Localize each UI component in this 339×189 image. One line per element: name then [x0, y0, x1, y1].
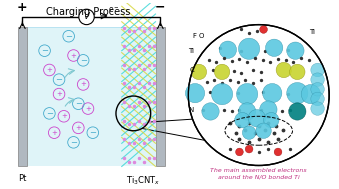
Circle shape	[219, 41, 237, 58]
Text: Charging Process: Charging Process	[46, 7, 130, 17]
Text: O: O	[198, 33, 204, 39]
Text: The main assembled electrons
around the N/O bonded Ti: The main assembled electrons around the …	[211, 168, 307, 179]
Text: +: +	[17, 1, 28, 14]
Circle shape	[311, 102, 324, 115]
Circle shape	[263, 84, 282, 103]
Text: −: −	[70, 138, 77, 147]
Circle shape	[256, 123, 271, 139]
Circle shape	[242, 126, 256, 139]
Text: +: +	[51, 130, 57, 136]
Text: Ti: Ti	[309, 29, 315, 35]
Circle shape	[288, 103, 306, 120]
Text: Pt: Pt	[18, 174, 26, 183]
Circle shape	[214, 64, 230, 80]
Circle shape	[290, 64, 305, 80]
Text: +: +	[46, 67, 52, 73]
Text: F: F	[192, 33, 196, 39]
FancyBboxPatch shape	[27, 27, 156, 167]
Circle shape	[301, 84, 320, 104]
Text: +: +	[85, 106, 91, 112]
Circle shape	[287, 83, 308, 104]
Circle shape	[263, 112, 279, 128]
Circle shape	[188, 25, 329, 166]
Text: +: +	[61, 113, 67, 119]
Text: +: +	[71, 53, 77, 59]
Text: C: C	[190, 67, 194, 73]
Text: −: −	[89, 128, 96, 137]
Circle shape	[311, 83, 324, 96]
Text: V: V	[84, 12, 89, 21]
Text: +: +	[80, 81, 86, 88]
Text: N: N	[189, 108, 194, 114]
Text: −: −	[65, 32, 72, 41]
Circle shape	[311, 92, 324, 106]
Text: +: +	[75, 125, 81, 131]
Circle shape	[191, 64, 207, 80]
Circle shape	[79, 9, 94, 25]
Circle shape	[311, 73, 324, 86]
Text: −: −	[155, 1, 165, 14]
Circle shape	[287, 42, 304, 59]
Text: −: −	[46, 109, 53, 118]
Text: e$^-$: e$^-$	[108, 5, 120, 15]
Text: −: −	[41, 46, 48, 55]
Circle shape	[202, 103, 219, 120]
Text: +: +	[56, 91, 62, 97]
Circle shape	[276, 62, 292, 78]
Text: −: −	[80, 56, 87, 65]
Circle shape	[238, 38, 260, 59]
Text: −: −	[56, 75, 63, 84]
Circle shape	[236, 148, 243, 156]
Circle shape	[260, 101, 277, 118]
Circle shape	[311, 63, 324, 77]
Circle shape	[235, 112, 250, 128]
Circle shape	[248, 110, 265, 127]
Circle shape	[212, 84, 233, 105]
Bar	[156, 27, 165, 167]
Text: Ti$_3$CNT$_x$: Ti$_3$CNT$_x$	[126, 174, 161, 187]
Text: −: −	[75, 99, 82, 108]
Circle shape	[185, 84, 205, 103]
Text: Ti: Ti	[188, 48, 194, 54]
Circle shape	[237, 84, 258, 105]
Circle shape	[238, 103, 256, 120]
Circle shape	[274, 148, 282, 156]
Circle shape	[245, 145, 253, 153]
Circle shape	[265, 39, 283, 57]
Circle shape	[260, 26, 267, 33]
Bar	[18, 27, 27, 167]
